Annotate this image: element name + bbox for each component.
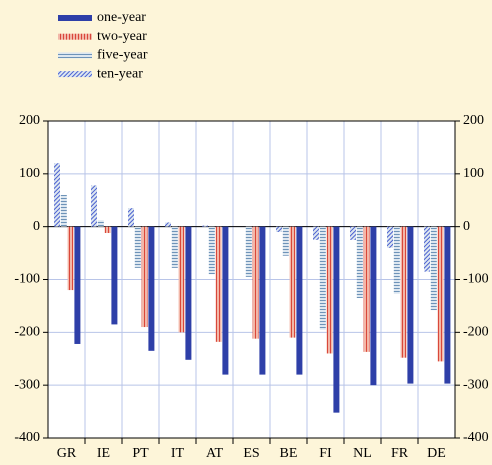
bar <box>407 226 414 384</box>
bar <box>363 226 370 352</box>
bar <box>178 226 185 333</box>
y-tick-label: -400 <box>14 430 40 445</box>
bar <box>276 226 282 232</box>
x-tick-label: IT <box>171 446 185 461</box>
bar <box>282 226 289 256</box>
bar <box>60 194 67 227</box>
bar <box>400 226 407 358</box>
bar <box>370 226 377 386</box>
bar <box>134 226 141 268</box>
bar <box>128 208 134 227</box>
legend-swatch <box>58 33 92 40</box>
bar <box>222 226 229 375</box>
bar <box>148 226 155 351</box>
bar <box>326 226 333 354</box>
bar <box>289 226 296 338</box>
bar <box>111 226 118 325</box>
bar <box>104 226 111 234</box>
y-tick-label: 0 <box>33 219 40 234</box>
bar <box>350 226 356 240</box>
x-tick-label: AT <box>206 446 224 461</box>
legend-label: five-year <box>97 48 148 63</box>
y2-tick-label: -100 <box>463 272 489 287</box>
y-tick-label: 100 <box>19 166 40 181</box>
bar <box>259 226 266 375</box>
legend-label: one-year <box>97 10 146 25</box>
x-tick-label: FI <box>319 446 332 461</box>
y-tick-label: -300 <box>14 377 40 392</box>
bar <box>208 226 215 275</box>
y2-tick-label: 100 <box>463 166 484 181</box>
bar <box>424 226 430 272</box>
bar <box>54 163 60 227</box>
bar <box>444 226 451 384</box>
bar <box>333 226 340 413</box>
bar <box>171 226 178 268</box>
y2-tick-label: -400 <box>463 430 489 445</box>
x-tick-label: DE <box>427 446 446 461</box>
x-tick-label: PT <box>132 446 149 461</box>
bar <box>215 226 222 342</box>
y2-tick-label: 0 <box>463 219 470 234</box>
legend-swatch <box>58 71 92 78</box>
bar <box>141 226 148 328</box>
y-tick-label: 200 <box>19 113 40 128</box>
legend-label: ten-year <box>97 66 143 81</box>
y2-tick-label: 200 <box>463 113 484 128</box>
y2-tick-label: -300 <box>463 377 489 392</box>
bar <box>387 226 393 248</box>
legend-swatch <box>58 52 92 59</box>
bar <box>165 222 171 227</box>
x-tick-label: FR <box>391 446 409 461</box>
bar <box>67 226 74 291</box>
bar <box>430 226 437 311</box>
bar <box>74 226 81 344</box>
legend-swatch <box>58 15 92 21</box>
bar <box>245 226 252 277</box>
x-tick-label: BE <box>280 446 298 461</box>
x-tick-label: IE <box>97 446 110 461</box>
y-tick-label: -100 <box>14 272 40 287</box>
y2-tick-label: -200 <box>463 325 489 340</box>
x-tick-label: NL <box>353 446 372 461</box>
bar <box>437 226 444 362</box>
x-tick-label: GR <box>57 446 77 461</box>
bar <box>319 226 326 330</box>
bar <box>356 226 363 298</box>
bar <box>97 220 104 227</box>
bar <box>393 226 400 294</box>
plot-border <box>47 120 456 439</box>
x-tick-label: ES <box>243 446 259 461</box>
y-tick-label: -200 <box>14 325 40 340</box>
bar <box>202 225 208 227</box>
bar <box>91 185 97 227</box>
bar <box>296 226 303 375</box>
bar <box>252 226 259 339</box>
legend-label: two-year <box>97 29 147 44</box>
bar <box>185 226 192 360</box>
bar <box>313 226 319 240</box>
